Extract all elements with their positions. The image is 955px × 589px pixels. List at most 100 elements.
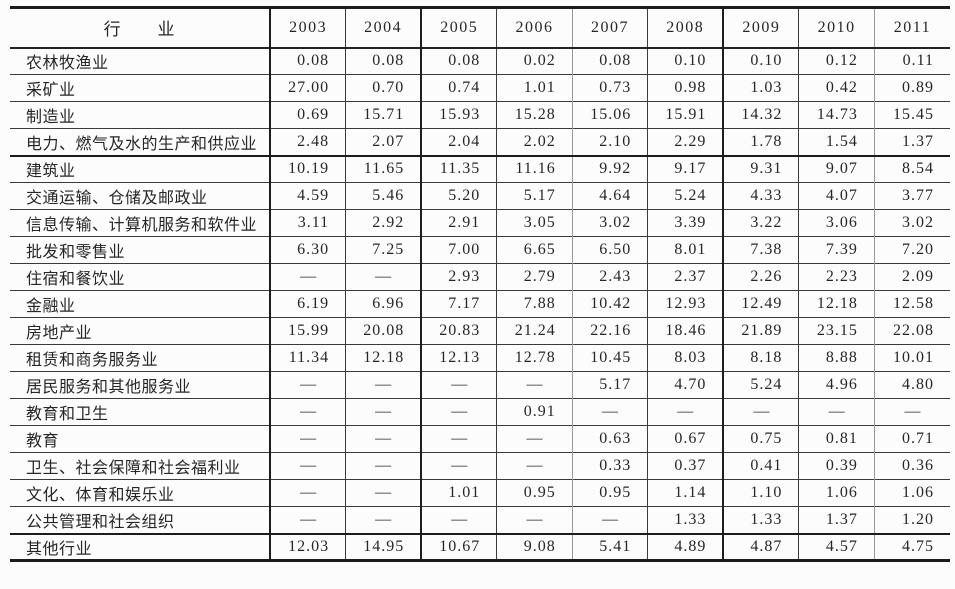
table-row: 批发和零售业 6.30 7.25 7.00 6.65 6.50 8.01 7.38 7.39 7.… bbox=[10, 236, 950, 264]
value-cell: 12.13 bbox=[420, 344, 497, 372]
value-cell: 5.17 bbox=[496, 182, 573, 210]
value-cell: 12.18 bbox=[798, 290, 875, 318]
value-cell: 2.07 bbox=[345, 128, 422, 156]
value-cell: 8.03 bbox=[647, 344, 724, 372]
value-cell: 22.16 bbox=[571, 317, 648, 345]
missing-value-cell: — bbox=[420, 371, 497, 399]
value-cell: 1.54 bbox=[798, 128, 875, 156]
value-cell: 8.01 bbox=[647, 236, 724, 264]
industry-cell: 其他行业 bbox=[26, 540, 93, 558]
missing-value-cell: — bbox=[496, 506, 573, 534]
value-cell: 0.08 bbox=[571, 47, 648, 75]
value-cell: 12.03 bbox=[269, 533, 346, 561]
value-cell: 6.96 bbox=[345, 290, 422, 318]
value-cell: 2.79 bbox=[496, 263, 573, 291]
missing-value-cell: — bbox=[345, 398, 422, 426]
missing-value-cell: — bbox=[269, 425, 346, 453]
year-column-header: 2009 bbox=[722, 7, 799, 48]
industry-cell: 建筑业 bbox=[26, 163, 76, 181]
value-cell: 1.01 bbox=[420, 479, 497, 507]
table-row: 公共管理和社会组织 — — — — —1.33 1.33 1.37 1.20 bbox=[10, 506, 950, 534]
value-cell: 15.06 bbox=[571, 101, 648, 129]
value-cell: 3.39 bbox=[647, 209, 724, 237]
value-cell: 1.78 bbox=[722, 128, 799, 156]
value-cell: 1.06 bbox=[873, 479, 950, 507]
value-cell: 5.41 bbox=[571, 533, 648, 561]
value-cell: 11.16 bbox=[496, 155, 573, 183]
value-cell: 15.91 bbox=[647, 101, 724, 129]
industry-cell: 批发和零售业 bbox=[26, 244, 126, 261]
value-cell: 0.10 bbox=[722, 47, 799, 75]
value-cell: 1.03 bbox=[722, 74, 799, 102]
table-row: 文化、体育和娱乐业 — —1.01 0.95 0.95 1.14 1.10 1.06 1.06 bbox=[10, 479, 950, 507]
value-cell: 2.92 bbox=[345, 209, 422, 237]
table-row: 交通运输、仓储及邮政业 4.59 5.46 5.20 5.17 4.64 5.24 4.33 4… bbox=[10, 182, 950, 210]
value-cell: 2.48 bbox=[269, 128, 346, 156]
missing-value-cell: — bbox=[269, 479, 346, 507]
value-cell: 0.75 bbox=[722, 425, 799, 453]
value-cell: 15.99 bbox=[269, 317, 346, 345]
value-cell: 5.24 bbox=[647, 182, 724, 210]
value-cell: 0.95 bbox=[496, 479, 573, 507]
value-cell: 0.89 bbox=[873, 74, 950, 102]
value-cell: 2.29 bbox=[647, 128, 724, 156]
value-cell: 0.33 bbox=[571, 452, 648, 480]
value-cell: 1.37 bbox=[873, 128, 950, 156]
table-row: 其他行业 12.03 14.95 10.67 9.08 5.41 4.89 4.87 4.57 4… bbox=[10, 533, 950, 561]
value-cell: 7.88 bbox=[496, 290, 573, 318]
value-cell: 6.50 bbox=[571, 236, 648, 264]
value-cell: 3.11 bbox=[269, 209, 346, 237]
table-row: 教育 — — — —0.63 0.67 0.75 0.81 0.71 bbox=[10, 425, 950, 453]
value-cell: 0.91 bbox=[496, 398, 573, 426]
missing-value-cell: — bbox=[269, 263, 346, 291]
value-cell: 0.11 bbox=[873, 47, 950, 75]
value-cell: 4.89 bbox=[647, 533, 724, 561]
industry-cell: 卫生、社会保障和社会福利业 bbox=[26, 460, 241, 477]
value-cell: 0.70 bbox=[345, 74, 422, 102]
industry-cell: 教育 bbox=[26, 433, 60, 450]
value-cell: 1.33 bbox=[722, 506, 799, 534]
value-cell: 9.08 bbox=[496, 533, 573, 561]
value-cell: 7.20 bbox=[873, 236, 950, 264]
value-cell: 3.06 bbox=[798, 209, 875, 237]
value-cell: 5.46 bbox=[345, 182, 422, 210]
value-cell: 4.57 bbox=[798, 533, 875, 561]
value-cell: 12.93 bbox=[647, 290, 724, 318]
missing-value-cell: — bbox=[269, 452, 346, 480]
value-cell: 5.20 bbox=[420, 182, 497, 210]
industry-cell: 电力、燃气及水的生产和供应业 bbox=[26, 135, 258, 153]
value-cell: 1.06 bbox=[798, 479, 875, 507]
value-cell: 0.63 bbox=[571, 425, 648, 453]
missing-value-cell: — bbox=[345, 506, 422, 534]
value-cell: 0.37 bbox=[647, 452, 724, 480]
missing-value-cell: — bbox=[345, 263, 422, 291]
value-cell: 2.09 bbox=[873, 263, 950, 291]
value-cell: 0.41 bbox=[722, 452, 799, 480]
industry-cell: 交通运输、仓储及邮政业 bbox=[26, 190, 208, 207]
value-cell: 3.02 bbox=[873, 209, 950, 237]
missing-value-cell: — bbox=[420, 506, 497, 534]
industry-cell: 公共管理和社会组织 bbox=[26, 513, 175, 531]
value-cell: 9.92 bbox=[571, 155, 648, 183]
year-column-header: 2010 bbox=[798, 7, 875, 48]
industry-cell: 制造业 bbox=[26, 109, 76, 126]
missing-value-cell: — bbox=[571, 398, 648, 426]
value-cell: 2.26 bbox=[722, 263, 799, 291]
value-cell: 2.02 bbox=[496, 128, 573, 156]
value-cell: 10.42 bbox=[571, 290, 648, 318]
missing-value-cell: — bbox=[269, 398, 346, 426]
industry-cell: 教育和卫生 bbox=[26, 406, 109, 423]
value-cell: 4.07 bbox=[798, 182, 875, 210]
year-column-header: 2007 bbox=[571, 7, 648, 48]
value-cell: 12.18 bbox=[345, 344, 422, 372]
missing-value-cell: — bbox=[496, 425, 573, 453]
value-cell: 7.25 bbox=[345, 236, 422, 264]
value-cell: 0.08 bbox=[420, 47, 497, 75]
value-cell: 7.38 bbox=[722, 236, 799, 264]
value-cell: 4.70 bbox=[647, 371, 724, 399]
value-cell: 1.33 bbox=[647, 506, 724, 534]
industry-cell: 文化、体育和娱乐业 bbox=[26, 487, 175, 504]
value-cell: 3.05 bbox=[496, 209, 573, 237]
value-cell: 18.46 bbox=[647, 317, 724, 345]
value-cell: 0.74 bbox=[420, 74, 497, 102]
